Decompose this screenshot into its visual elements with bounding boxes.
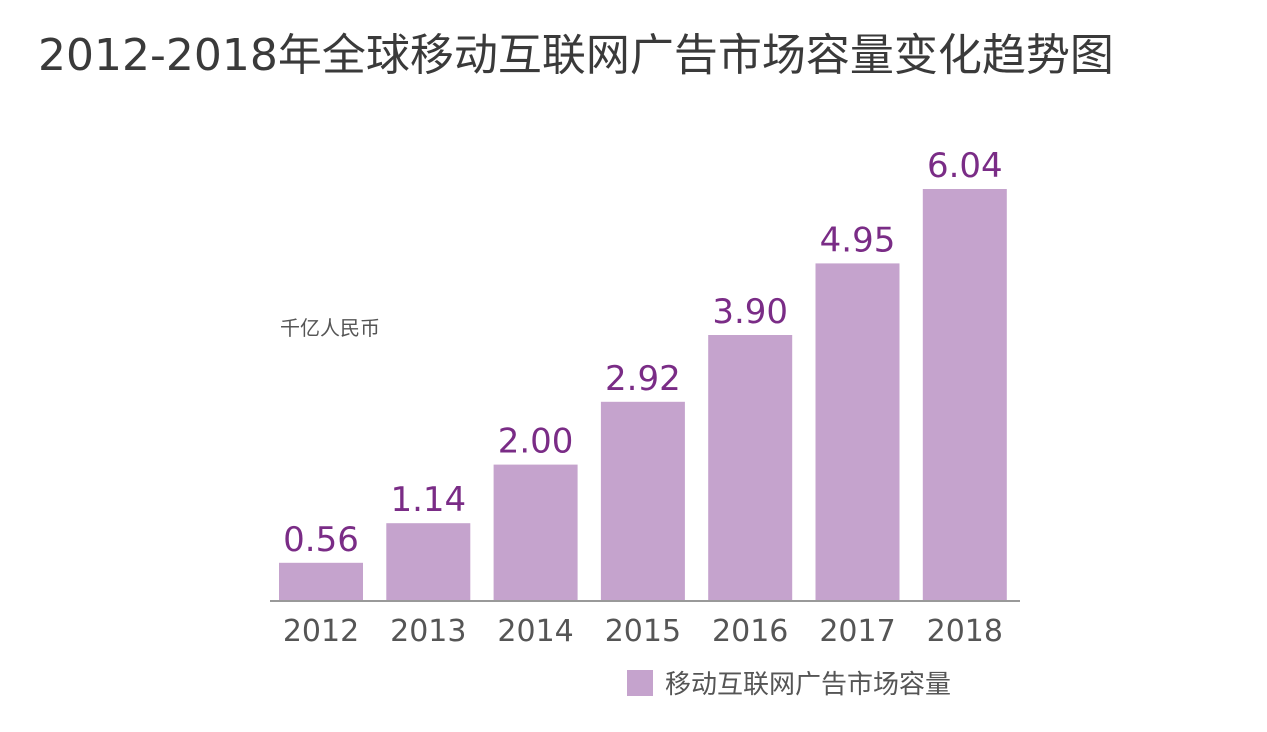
x-tick-label-2014: 2014 <box>497 614 573 649</box>
x-tick-label-2015: 2015 <box>605 614 681 649</box>
bar-2018 <box>922 189 1007 601</box>
x-tick-label-2016: 2016 <box>712 614 788 649</box>
x-tick-label-2018: 2018 <box>927 614 1003 649</box>
tick-labels-group: 2012 2013 2014 2015 2016 2017 2018 <box>283 614 1003 649</box>
value-label-2015: 2.92 <box>605 359 681 399</box>
value-label-2012: 0.56 <box>283 520 359 560</box>
value-label-2013: 1.14 <box>390 480 466 520</box>
bar-2012 <box>279 562 363 601</box>
value-labels-group: 0.56 1.14 2.00 2.92 3.90 4.95 6.04 <box>283 146 1003 560</box>
chart-title: 2012-2018年全球移动互联网广告市场容量变化趋势图 <box>38 30 1114 81</box>
bar-2017 <box>815 263 900 601</box>
x-tick-label-2013: 2013 <box>390 614 466 649</box>
bar-2015 <box>600 401 685 601</box>
value-label-2016: 3.90 <box>712 292 788 332</box>
bar-2013 <box>386 523 471 601</box>
bar-2016 <box>708 335 793 601</box>
legend: 移动互联网广告市场容量 <box>627 670 951 700</box>
bars-group <box>279 189 1007 601</box>
legend-swatch <box>627 670 653 696</box>
value-label-2017: 4.95 <box>820 220 896 260</box>
x-tick-label-2017: 2017 <box>819 614 895 649</box>
bar-2014 <box>493 464 578 601</box>
legend-label: 移动互联网广告市场容量 <box>665 670 951 700</box>
value-label-2018: 6.04 <box>927 146 1003 186</box>
unit-label: 千亿人民币 <box>280 316 380 340</box>
value-label-2014: 2.00 <box>498 422 574 462</box>
x-tick-label-2012: 2012 <box>283 614 359 649</box>
